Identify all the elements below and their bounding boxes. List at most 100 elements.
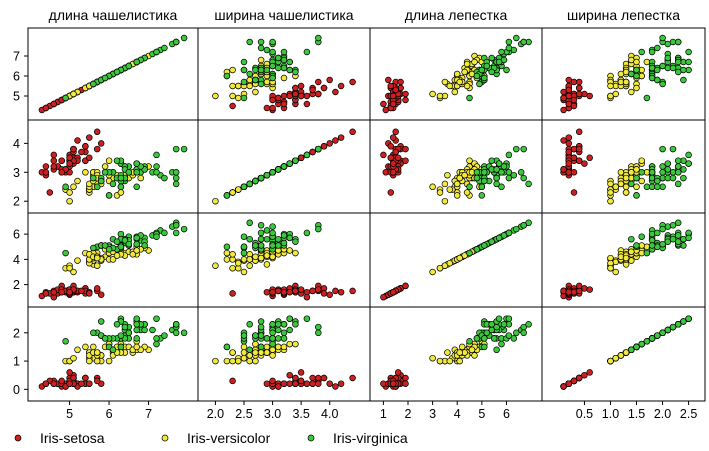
data-point <box>93 145 101 153</box>
data-point <box>90 80 97 88</box>
data-point <box>664 326 672 334</box>
data-point <box>269 352 276 359</box>
y-tick-label: 6 <box>13 70 20 84</box>
data-point <box>246 346 253 354</box>
data-point <box>303 380 311 387</box>
data-point <box>659 62 666 70</box>
data-point <box>444 349 451 356</box>
data-point <box>622 183 630 191</box>
data-point <box>229 102 236 110</box>
data-point <box>392 86 399 94</box>
data-point <box>50 380 58 387</box>
data-point <box>286 234 293 242</box>
data-point <box>172 329 180 337</box>
data-point <box>275 335 282 342</box>
data-point <box>429 90 436 98</box>
data-point <box>607 180 614 188</box>
data-point <box>141 326 148 334</box>
data-point <box>570 154 578 162</box>
column-titles: длина чашелистика ширина чашелистика длина… <box>49 7 681 23</box>
data-point <box>42 163 50 170</box>
data-point <box>389 92 397 100</box>
data-point <box>441 180 449 188</box>
data-point <box>575 90 583 98</box>
x-tick-label: 2 <box>405 407 412 421</box>
data-point <box>565 92 573 100</box>
data-point <box>50 157 58 164</box>
legend-item: Iris-virginica <box>307 430 408 446</box>
data-point <box>525 180 532 188</box>
data-point <box>303 151 311 159</box>
data-point <box>505 174 513 182</box>
data-point <box>570 377 578 385</box>
data-point <box>446 186 454 193</box>
data-point <box>570 169 578 176</box>
data-point <box>560 166 567 173</box>
data-point <box>263 46 271 54</box>
data-point <box>66 160 73 167</box>
data-point <box>269 346 276 354</box>
data-point <box>62 249 69 257</box>
data-point <box>309 148 316 156</box>
scatter-panel <box>541 119 706 214</box>
data-point <box>62 94 69 102</box>
data-point <box>436 189 444 196</box>
data-point <box>628 169 635 176</box>
data-point <box>263 66 271 74</box>
legend-marker <box>161 434 169 442</box>
data-point <box>172 38 180 46</box>
data-point <box>269 377 276 385</box>
data-point <box>240 58 248 66</box>
data-point <box>638 48 645 56</box>
legend-label: Iris-versicolor <box>187 430 271 446</box>
data-point <box>476 80 483 88</box>
data-point <box>62 338 69 345</box>
data-point <box>263 380 271 387</box>
data-point <box>113 68 121 76</box>
data-point <box>161 174 168 182</box>
data-point <box>172 229 180 237</box>
data-point <box>493 174 500 182</box>
data-point <box>133 335 140 342</box>
data-point <box>70 268 77 276</box>
data-point <box>505 332 513 339</box>
data-point <box>257 174 265 182</box>
data-point <box>161 332 168 339</box>
data-point <box>223 192 231 199</box>
data-point <box>292 380 299 387</box>
data-point <box>133 240 140 248</box>
x-tick-label: 1.5 <box>628 407 645 421</box>
data-point <box>257 323 265 331</box>
data-point <box>101 242 109 249</box>
data-point <box>575 128 583 136</box>
data-point <box>436 357 444 365</box>
data-point <box>402 157 409 164</box>
data-point <box>141 242 148 249</box>
data-point <box>292 249 299 257</box>
data-point <box>648 335 656 342</box>
data-point <box>121 237 129 244</box>
data-point <box>456 174 463 182</box>
x-tick-label: 2.0 <box>207 407 224 421</box>
data-point <box>286 315 293 322</box>
data-point <box>42 380 50 387</box>
data-point <box>263 171 271 179</box>
data-point <box>58 169 65 176</box>
data-point <box>153 48 160 56</box>
data-point <box>117 183 125 191</box>
data-point <box>633 183 640 191</box>
data-point <box>674 180 682 188</box>
data-point <box>441 197 449 205</box>
data-point <box>565 134 573 141</box>
data-point <box>269 340 276 348</box>
data-point <box>286 247 293 254</box>
data-point <box>402 96 409 104</box>
data-point <box>575 84 583 92</box>
data-point <box>280 329 288 337</box>
x-tick-label: 4.0 <box>321 407 338 421</box>
data-point <box>78 148 85 156</box>
data-point <box>235 259 242 267</box>
data-point <box>42 169 50 176</box>
data-point <box>520 174 527 182</box>
data-point <box>309 374 316 382</box>
